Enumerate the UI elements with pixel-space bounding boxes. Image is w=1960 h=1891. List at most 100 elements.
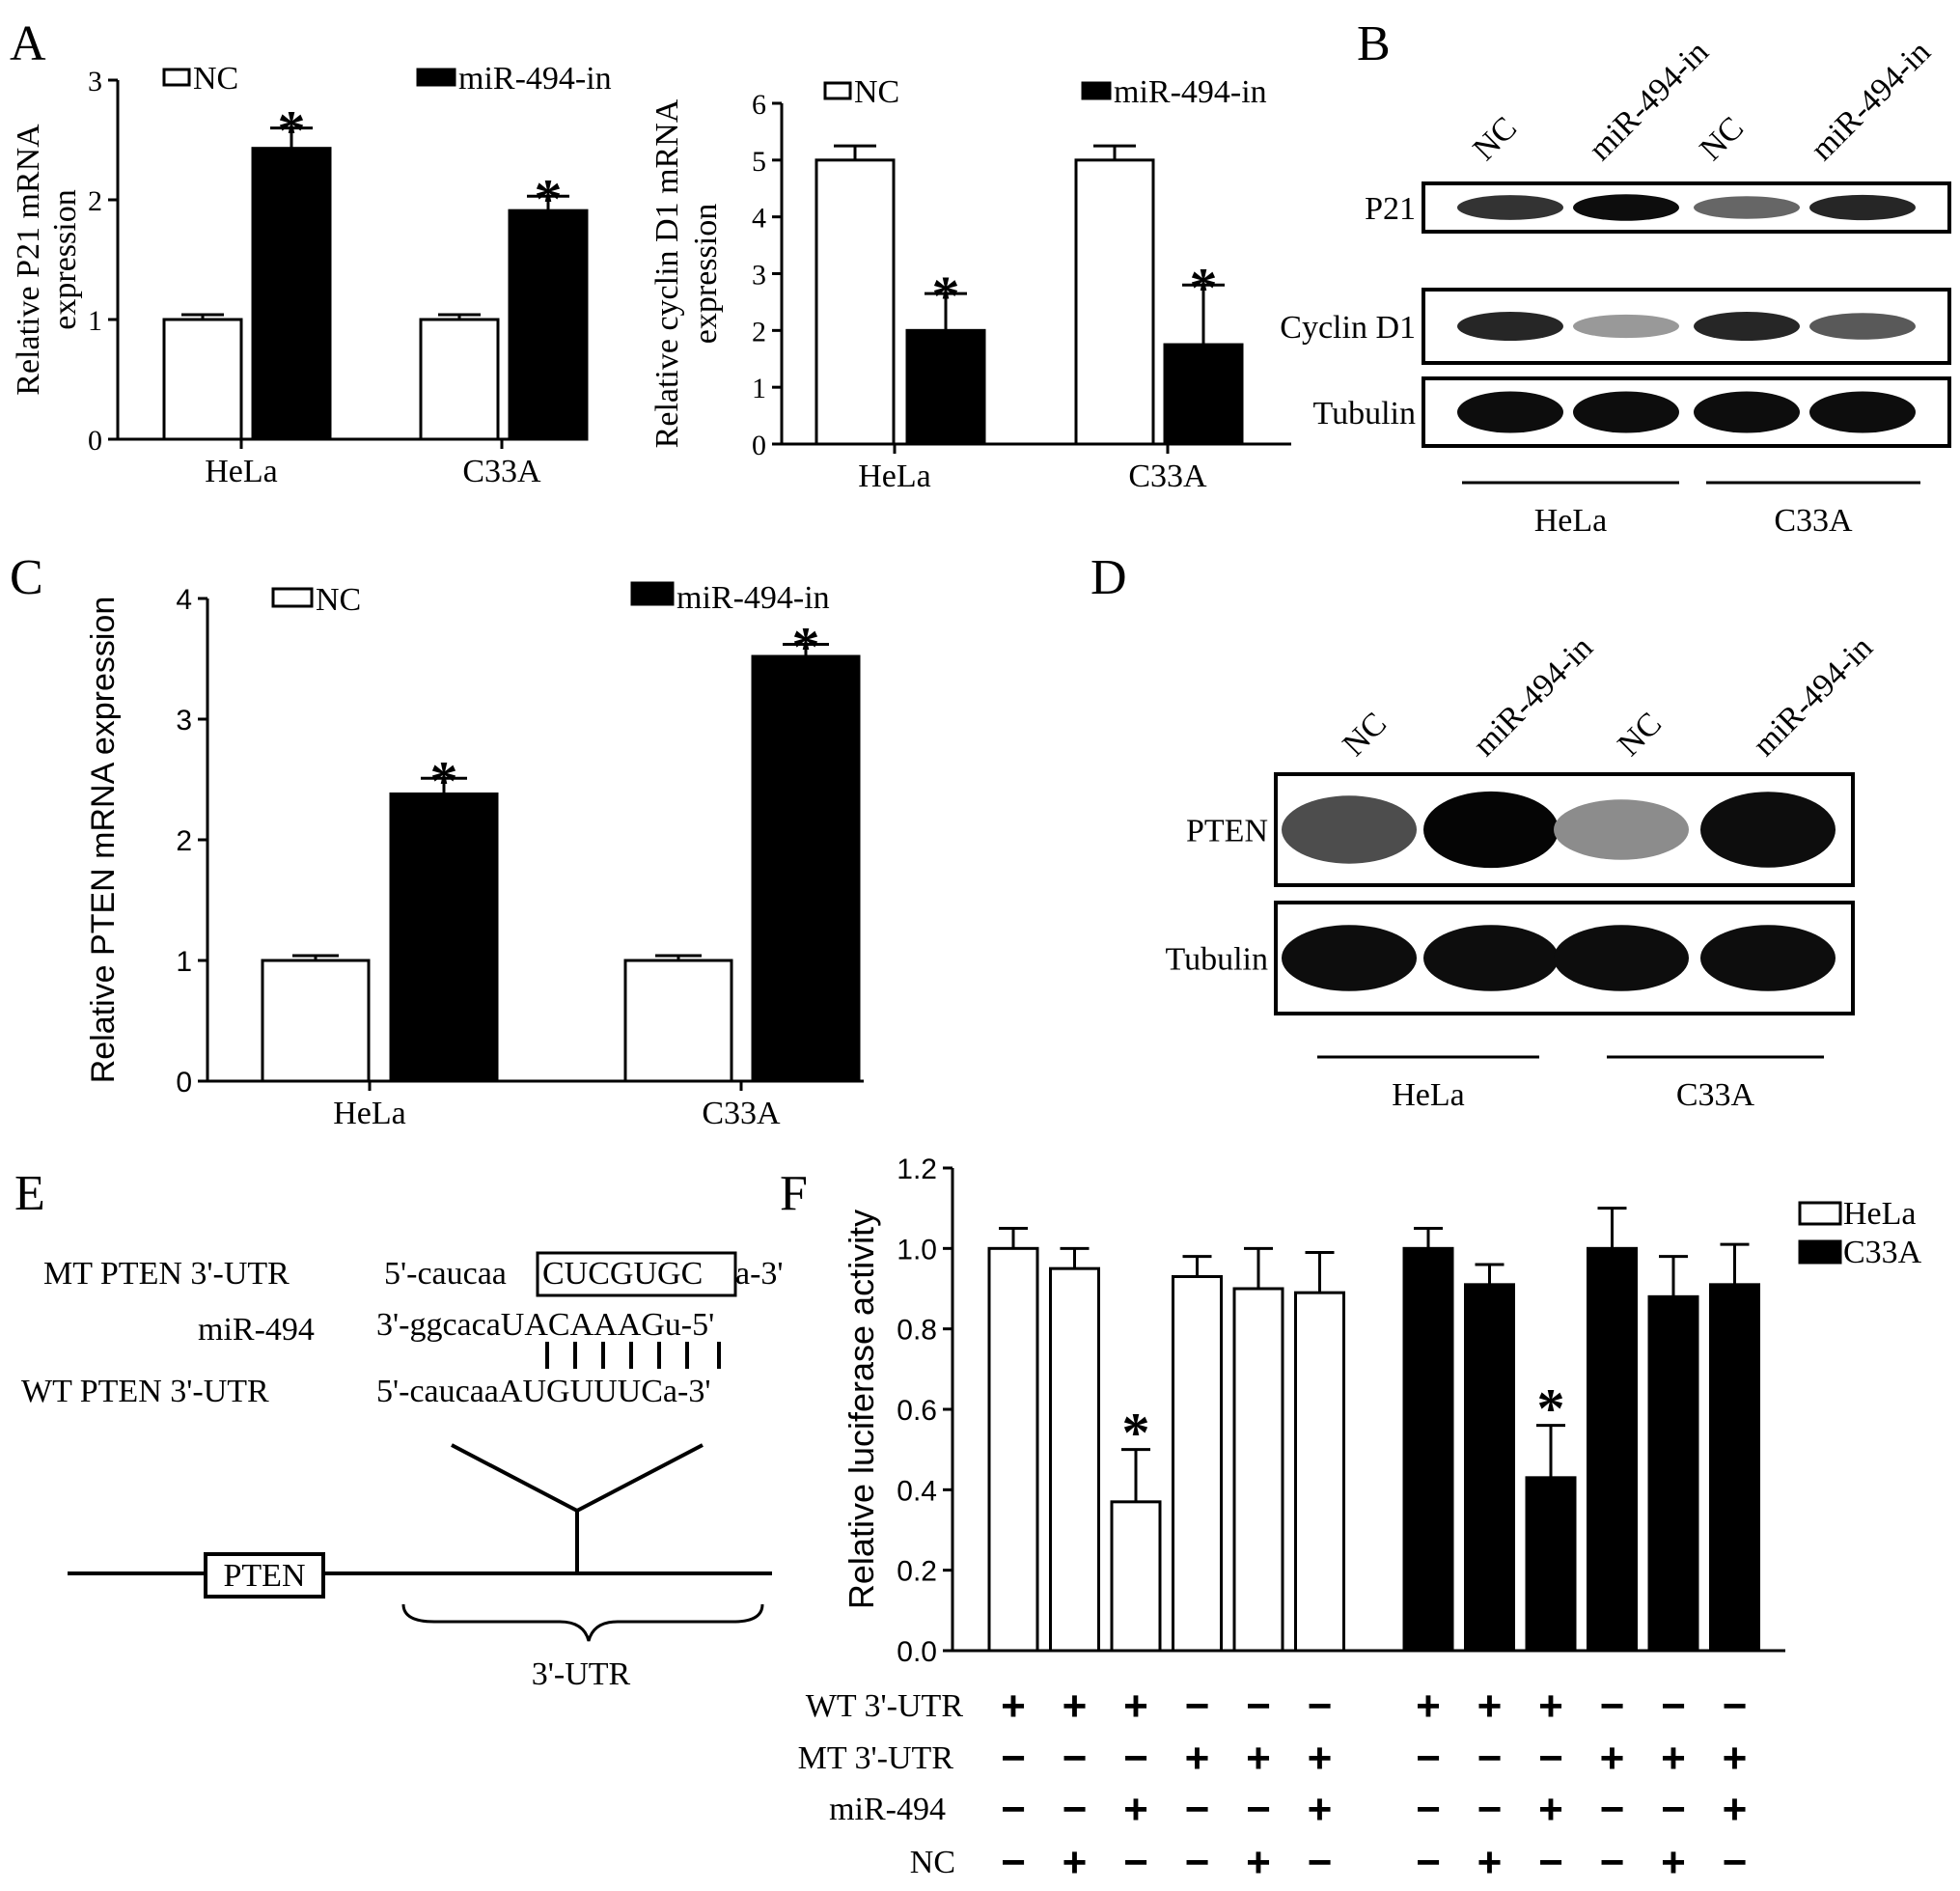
binding-site-pointer — [451, 1443, 704, 1573]
y-tick-label: 1.2 — [897, 1154, 937, 1185]
y-tick-label: 6 — [752, 89, 766, 121]
x-category-label: C33A — [702, 1096, 781, 1131]
utr-brace — [401, 1603, 764, 1642]
panel-label-f: F — [780, 1166, 808, 1221]
base-pair-lines — [545, 1342, 721, 1369]
condition-sign: − — [1308, 1839, 1333, 1886]
bar-nc — [261, 959, 371, 1083]
legend-swatch — [630, 581, 675, 606]
blot-band — [1423, 791, 1559, 869]
significance-marker: * — [535, 167, 563, 230]
condition-sign: − — [1538, 1839, 1563, 1886]
blot-row-label: Cyclin D1 — [1280, 310, 1416, 346]
condition-sign: + — [1416, 1682, 1441, 1730]
y-axis-label: Relative PTEN mRNA expression — [85, 597, 122, 1084]
condition-sign: − — [1063, 1735, 1088, 1782]
bar-hela — [1294, 1291, 1345, 1653]
y-tick-label: 1 — [752, 373, 766, 404]
bar-hela — [1049, 1266, 1100, 1653]
condition-sign: − — [1600, 1786, 1625, 1833]
x-category-label: HeLa — [858, 459, 931, 494]
condition-sign: + — [1723, 1786, 1748, 1833]
blot-band — [1282, 925, 1417, 991]
blot-band — [1809, 194, 1916, 221]
blot-band — [1573, 391, 1679, 433]
panel-label-d: D — [1090, 550, 1127, 605]
y-tick-label: 2 — [752, 316, 766, 348]
bar-nc — [419, 318, 500, 441]
condition-sign: − — [1001, 1839, 1026, 1886]
condition-sign: + — [1123, 1786, 1148, 1833]
bar-mir-494-in — [751, 654, 861, 1083]
legend-swatch — [271, 587, 314, 608]
condition-sign: + — [1246, 1735, 1271, 1782]
blot-band — [1554, 925, 1689, 991]
blot-band — [1282, 795, 1417, 864]
legend-label: miR-494-in — [458, 61, 612, 97]
mt-seq-mutated: CUCGUGC — [542, 1256, 703, 1292]
bar-c33a — [1647, 1294, 1699, 1653]
condition-sign: − — [1416, 1786, 1441, 1833]
panel-label-a: A — [10, 16, 46, 71]
condition-sign: − — [1600, 1682, 1625, 1730]
x-category-label: C33A — [1128, 459, 1207, 494]
blot-band — [1694, 196, 1800, 219]
bar-mir-494-in — [389, 793, 499, 1083]
y-tick-label: 0 — [752, 430, 766, 461]
y-tick-label: 1 — [176, 946, 192, 978]
condition-sign: − — [1185, 1786, 1210, 1833]
condition-sign: + — [1063, 1839, 1088, 1886]
bar-hela — [1232, 1287, 1284, 1653]
mt-seq-prefix: 5'-caucaa — [384, 1256, 507, 1292]
condition-sign: + — [1661, 1735, 1686, 1782]
condition-sign: − — [1063, 1786, 1088, 1833]
y-tick-label: 4 — [176, 584, 192, 616]
condition-sign: − — [1416, 1839, 1441, 1886]
y-tick-label: 0.2 — [897, 1556, 937, 1588]
significance-marker: * — [932, 264, 960, 327]
condition-label: miR-494 — [829, 1792, 946, 1827]
pten-gene-label: PTEN — [224, 1558, 306, 1594]
x-category-label: HeLa — [205, 454, 278, 489]
condition-sign: + — [1477, 1839, 1503, 1886]
condition-sign: − — [1001, 1786, 1026, 1833]
blot-band — [1700, 925, 1836, 991]
mir-494-seq: 3'-ggcacaUACAAAGu-5' — [376, 1307, 714, 1343]
pten-utr-schematic: MT PTEN 3'-UTR 5'-caucaa CUCGUGC a-3' mi… — [21, 1251, 784, 1692]
y-tick-label: 3 — [88, 66, 102, 97]
lane-label: miR-494-in — [1804, 34, 1937, 167]
bar-mir-494-in — [508, 209, 589, 441]
bar-mir-494-in — [1163, 343, 1244, 446]
significance-marker: * — [1190, 256, 1218, 319]
legend-swatch — [1798, 1239, 1842, 1265]
y-axis-label: Relative cyclin D1 mRNA — [649, 98, 685, 448]
y-tick-label: 3 — [176, 705, 192, 737]
blot-band — [1554, 799, 1689, 860]
lane-label: NC — [1611, 706, 1669, 764]
blot-band — [1457, 195, 1563, 220]
y-tick-label: 0.0 — [897, 1636, 937, 1668]
chart-luciferase: 0.0 0.2 0.4 0.6 0.8 1.0 1.2 Relative luciferase… — [798, 1154, 1922, 1886]
y-tick-label: 1.0 — [897, 1234, 937, 1265]
significance-marker: * — [278, 99, 306, 162]
bar-c33a — [1464, 1283, 1515, 1653]
y-tick-label: 1 — [88, 305, 102, 337]
significance-marker: * — [792, 616, 820, 679]
blot-band — [1809, 313, 1916, 340]
y-tick-label: 2 — [88, 185, 102, 217]
legend-label: HeLa — [1843, 1196, 1917, 1232]
y-axis-label: Relative P21 mRNA — [11, 124, 46, 396]
blot-band — [1809, 391, 1916, 433]
x-category-label: HeLa — [333, 1096, 406, 1131]
chart-cyclin-d1-mrna: 0 1 2 3 4 5 6 Relative cyclin D1 mRNA expression… — [649, 74, 1291, 494]
y-tick-label: 5 — [752, 146, 766, 178]
significance-marker: * — [1122, 1402, 1150, 1464]
condition-sign: − — [1185, 1682, 1210, 1730]
condition-sign: + — [1538, 1682, 1563, 1730]
lane-label: NC — [1693, 110, 1751, 168]
chart-pten-mrna: 0 1 2 3 4 Relative PTEN mRNA expression * * HeLa… — [85, 580, 864, 1131]
y-axis-label: expression — [47, 189, 83, 329]
bar-hela — [987, 1246, 1039, 1653]
